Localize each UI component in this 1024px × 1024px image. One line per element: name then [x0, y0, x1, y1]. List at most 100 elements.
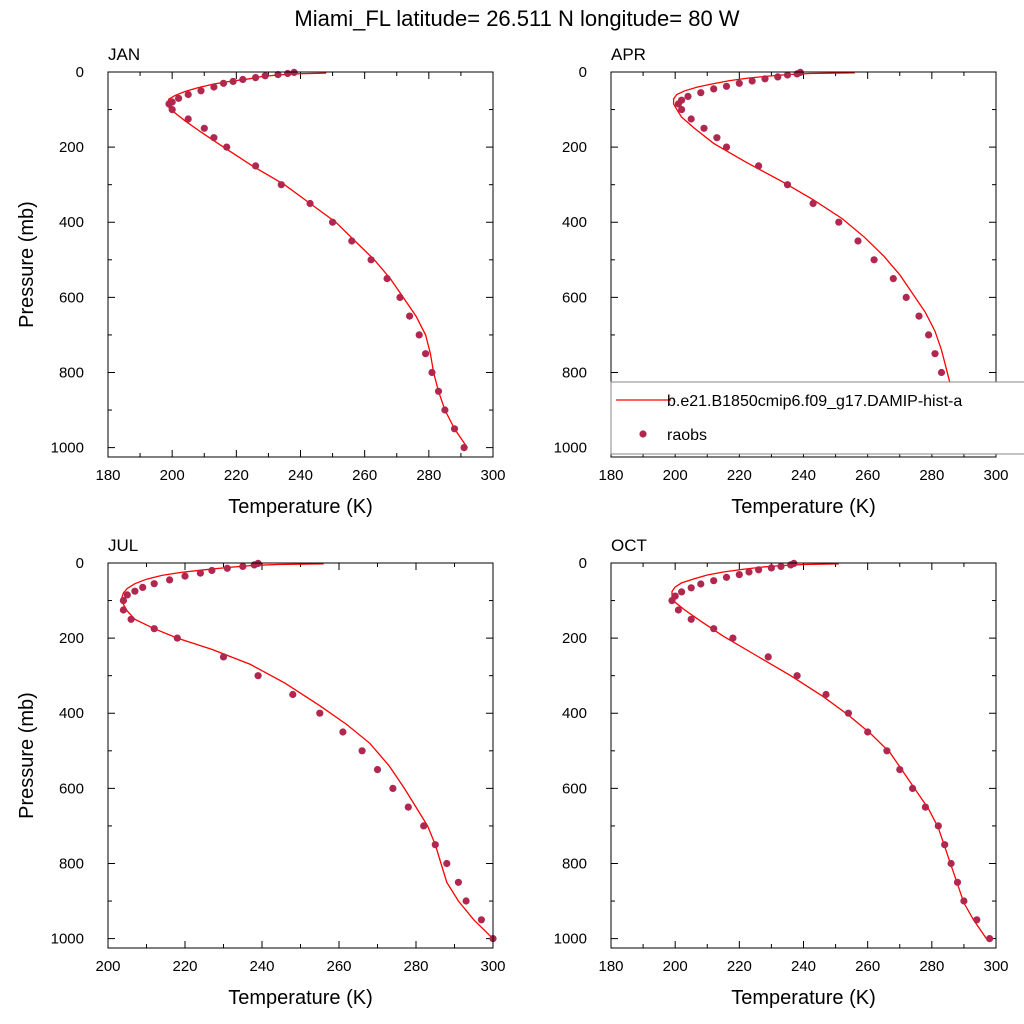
x-tick-label: 300 [983, 958, 1008, 975]
raobs-point [774, 73, 782, 81]
raobs-point [755, 566, 763, 574]
raobs-point [274, 71, 282, 79]
raobs-point [735, 79, 743, 87]
raobs-point [250, 561, 258, 569]
x-tick-label: 240 [249, 958, 274, 975]
raobs-point [674, 100, 683, 108]
x-axis-title: Temperature (K) [731, 987, 876, 1009]
panel-label: OCT [611, 536, 647, 555]
y-tick-label: 800 [562, 364, 587, 381]
raobs-point [700, 124, 708, 132]
y-tick-label: 1000 [554, 440, 587, 457]
raobs-point [934, 822, 942, 830]
raobs-point [210, 83, 218, 91]
raobs-point [166, 576, 174, 584]
raobs-point [777, 562, 785, 571]
x-tick-label: 300 [983, 467, 1008, 484]
raobs-point [835, 218, 843, 226]
raobs-point [793, 70, 801, 78]
raobs-point [348, 237, 356, 245]
raobs-point [748, 77, 756, 85]
panel-oct: 180 200 220 240 260 280 300 0 200 400 600 800 1000 Te… [554, 536, 1009, 1009]
raobs-point [252, 74, 260, 82]
y-tick-label: 400 [562, 705, 587, 722]
raobs-point [793, 672, 801, 680]
y-tick-label: 800 [59, 364, 84, 381]
raobs-point [925, 331, 933, 339]
raobs-point [960, 897, 968, 905]
raobs-point [710, 577, 718, 585]
raobs-point [986, 935, 994, 943]
raobs-point [434, 387, 443, 395]
y-tick-label: 200 [59, 139, 84, 156]
raobs-point [462, 897, 470, 905]
y-tick-label: 400 [59, 705, 84, 722]
x-tick-label: 200 [663, 958, 688, 975]
raobs-point [767, 564, 776, 572]
y-tick-label: 1000 [51, 931, 84, 948]
raobs-point [420, 822, 428, 830]
x-axis-title: Temperature (K) [228, 496, 373, 518]
raobs-point [973, 916, 981, 924]
raobs-point [173, 634, 181, 642]
legend-box [610, 381, 1024, 455]
raobs-point [787, 561, 795, 569]
raobs-point [454, 878, 462, 886]
x-tick-label: 260 [855, 958, 880, 975]
raobs-point [261, 72, 269, 80]
x-tick-label: 240 [791, 467, 816, 484]
y-tick-label: 0 [579, 64, 587, 81]
raobs-point [687, 115, 695, 123]
plot-frame [107, 71, 494, 458]
x-tick-label: 300 [480, 467, 505, 484]
raobs-point [764, 653, 772, 661]
raobs-point [713, 134, 721, 142]
y-tick-label: 1000 [51, 440, 84, 457]
x-tick-label: 200 [95, 958, 120, 975]
model-profile-line [672, 72, 984, 449]
x-axis-title: Temperature (K) [228, 987, 373, 1009]
x-tick-label: 260 [326, 958, 351, 975]
raobs-point [844, 709, 853, 717]
raobs-point [710, 625, 718, 633]
raobs-point [735, 571, 743, 579]
raobs-point [431, 841, 439, 849]
raobs-point [289, 690, 297, 699]
raobs-point [196, 569, 204, 577]
x-tick-label: 240 [288, 467, 313, 484]
raobs-point [239, 75, 247, 84]
raobs-point [697, 580, 705, 588]
raobs-point [119, 597, 127, 605]
raobs-point [896, 766, 904, 774]
raobs-point [697, 89, 705, 97]
y-tick-label: 400 [562, 214, 587, 231]
y-tick-label: 0 [76, 555, 84, 572]
x-tick-label: 280 [403, 958, 428, 975]
raobs-point [150, 625, 158, 633]
y-tick-label: 1000 [554, 931, 587, 948]
raobs-point [947, 859, 955, 868]
x-tick-label: 200 [663, 467, 688, 484]
raobs-point [339, 728, 347, 736]
y-tick-label: 600 [59, 780, 84, 797]
raobs-point [687, 584, 695, 592]
raobs-point [316, 709, 324, 717]
raobs-point [219, 79, 228, 87]
y-tick-label: 0 [76, 64, 84, 81]
panel-jan: 180 200 220 240 260 280 300 0 200 400 600 800 1000 Te… [16, 45, 506, 518]
raobs-point [358, 747, 366, 755]
raobs-point [668, 597, 676, 605]
x-tick-label: 280 [416, 467, 441, 484]
raobs-point [783, 181, 792, 189]
plot-frame [610, 71, 997, 458]
raobs-point [729, 634, 737, 642]
y-tick-label: 200 [59, 630, 84, 647]
raobs-point [415, 331, 423, 339]
model-profile-line [671, 563, 987, 939]
x-tick-label: 220 [224, 467, 249, 484]
raobs-point [184, 115, 192, 123]
raobs-point [404, 803, 412, 811]
raobs-point [127, 615, 135, 623]
raobs-point [229, 77, 237, 85]
legend: b.e21.B1850cmip6.f09_g17.DAMIP-hist-arao… [610, 381, 1024, 455]
